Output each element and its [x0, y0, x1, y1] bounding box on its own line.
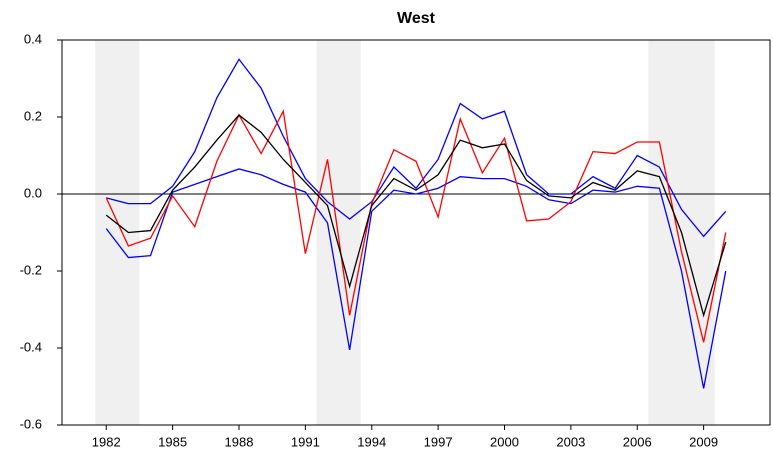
series-line [105, 109, 727, 343]
chart-title: West [397, 10, 436, 27]
x-tick-label: 1997 [424, 434, 453, 449]
y-tick-label: -0.2 [20, 262, 42, 277]
y-tick-label: -0.4 [20, 339, 42, 354]
x-tick-label: 1991 [291, 434, 320, 449]
x-tick-label: 1994 [357, 434, 386, 449]
plot-frame [61, 39, 771, 426]
y-tick-label: 0.2 [24, 108, 42, 123]
x-tick-label: 2006 [623, 434, 652, 449]
x-tick-label: 1982 [92, 434, 121, 449]
shaded-period [316, 40, 361, 425]
x-tick-label: 1988 [225, 434, 254, 449]
x-tick-label: 1985 [158, 434, 187, 449]
series-line [105, 114, 727, 318]
x-tick-label: 2003 [556, 434, 585, 449]
x-tick-label: 2009 [689, 434, 718, 449]
y-tick-label: 0.0 [24, 185, 42, 200]
x-tick-label: 2000 [490, 434, 519, 449]
y-tick-label: -0.6 [20, 416, 42, 431]
series-line [105, 168, 727, 389]
y-tick-label: 0.4 [24, 31, 42, 46]
series-line [106, 58, 727, 238]
